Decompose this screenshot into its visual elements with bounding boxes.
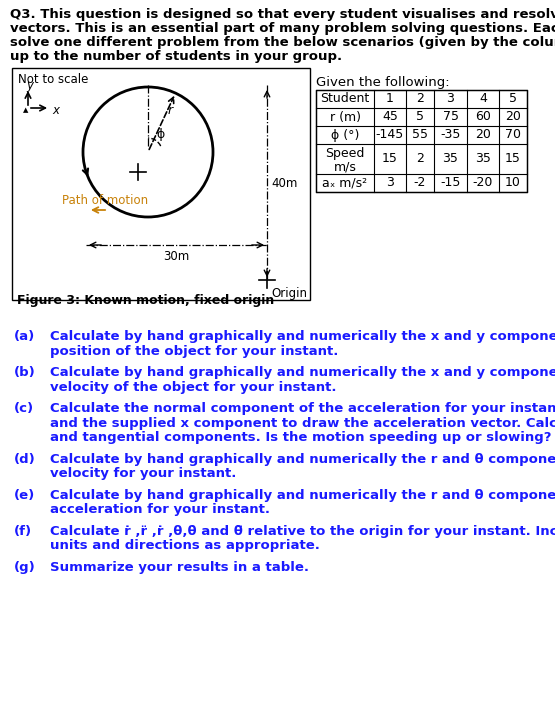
Text: ϕ: ϕ <box>156 128 164 141</box>
Text: velocity of the object for your instant.: velocity of the object for your instant. <box>50 380 336 393</box>
Text: y: y <box>26 79 33 92</box>
Text: 10: 10 <box>505 177 521 190</box>
Text: Origin: Origin <box>271 287 307 300</box>
Bar <box>12 68 310 300</box>
Text: and the supplied x component to draw the acceleration vector. Calculate the y: and the supplied x component to draw the… <box>50 417 555 430</box>
Text: velocity for your instant.: velocity for your instant. <box>50 467 236 480</box>
Text: units and directions as appropriate.: units and directions as appropriate. <box>50 539 320 552</box>
Text: 15: 15 <box>505 153 521 166</box>
Text: 55: 55 <box>412 129 428 142</box>
Text: Calculate the normal component of the acceleration for your instant. Use this: Calculate the normal component of the ac… <box>50 402 555 415</box>
Text: 2: 2 <box>416 153 424 166</box>
Text: -20: -20 <box>473 177 493 190</box>
Text: (g): (g) <box>14 561 36 574</box>
Text: Calculate by hand graphically and numerically the r and θ components of the: Calculate by hand graphically and numeri… <box>50 452 555 465</box>
Text: (b): (b) <box>14 366 36 379</box>
Text: Given the following:: Given the following: <box>316 76 450 89</box>
Text: -145: -145 <box>376 129 404 142</box>
Text: Calculate ṙ ,r̈ ,ṙ̇ ,θ,θ̇ and θ̈ relative to the origin for your instant. Incl: Calculate ṙ ,r̈ ,ṙ̇ ,θ,θ̇ and θ̈ relat… <box>50 524 555 537</box>
Text: 3: 3 <box>386 177 394 190</box>
Text: 45: 45 <box>382 111 398 124</box>
Bar <box>316 90 527 192</box>
Text: 20: 20 <box>505 111 521 124</box>
Text: (d): (d) <box>14 452 36 465</box>
Text: r (m): r (m) <box>330 111 361 124</box>
Text: (a): (a) <box>14 330 36 343</box>
Text: (e): (e) <box>14 489 36 502</box>
Text: -2: -2 <box>414 177 426 190</box>
Text: -35: -35 <box>440 129 461 142</box>
Text: aₓ m/s²: aₓ m/s² <box>322 177 367 190</box>
Text: 60: 60 <box>475 111 491 124</box>
Text: 30m: 30m <box>163 249 190 262</box>
Text: Figure 3: Known motion, fixed origin: Figure 3: Known motion, fixed origin <box>17 294 274 307</box>
Text: Not to scale: Not to scale <box>18 73 88 86</box>
Text: acceleration for your instant.: acceleration for your instant. <box>50 503 270 516</box>
Text: Calculate by hand graphically and numerically the r and θ components of the: Calculate by hand graphically and numeri… <box>50 489 555 502</box>
Text: position of the object for your instant.: position of the object for your instant. <box>50 345 339 358</box>
Text: 35: 35 <box>442 153 458 166</box>
Text: 20: 20 <box>475 129 491 142</box>
Text: 2: 2 <box>416 92 424 105</box>
Text: up to the number of students in your group.: up to the number of students in your gro… <box>10 50 342 63</box>
Text: 4: 4 <box>479 92 487 105</box>
Text: Speed: Speed <box>325 147 365 159</box>
Text: Calculate by hand graphically and numerically the x and y components of the: Calculate by hand graphically and numeri… <box>50 366 555 379</box>
Text: 1: 1 <box>386 92 394 105</box>
Text: 40m: 40m <box>271 177 297 190</box>
Text: r: r <box>168 104 173 117</box>
Text: m/s: m/s <box>334 161 356 174</box>
Text: ▲: ▲ <box>23 107 28 113</box>
Text: 3: 3 <box>447 92 455 105</box>
Text: 5: 5 <box>416 111 424 124</box>
Text: and tangential components. Is the motion speeding up or slowing?: and tangential components. Is the motion… <box>50 431 552 444</box>
Text: Summarize your results in a table.: Summarize your results in a table. <box>50 561 309 574</box>
Text: Q3. This question is designed so that every student visualises and resolves x-y,: Q3. This question is designed so that ev… <box>10 8 555 21</box>
Text: -15: -15 <box>440 177 461 190</box>
Text: Student: Student <box>320 92 370 105</box>
Text: 70: 70 <box>505 129 521 142</box>
Text: ϕ (°): ϕ (°) <box>331 129 359 142</box>
Text: 5: 5 <box>509 92 517 105</box>
Text: 35: 35 <box>475 153 491 166</box>
Text: solve one different problem from the below scenarios (given by the columns in th: solve one different problem from the bel… <box>10 36 555 49</box>
Text: (f): (f) <box>14 524 32 537</box>
Text: Path of motion: Path of motion <box>62 193 148 206</box>
Text: x: x <box>52 103 59 116</box>
Text: (c): (c) <box>14 402 34 415</box>
Text: 75: 75 <box>442 111 458 124</box>
Text: 15: 15 <box>382 153 398 166</box>
Text: Calculate by hand graphically and numerically the x and y components of the: Calculate by hand graphically and numeri… <box>50 330 555 343</box>
Text: vectors. This is an essential part of many problem solving questions. Each indiv: vectors. This is an essential part of ma… <box>10 22 555 35</box>
